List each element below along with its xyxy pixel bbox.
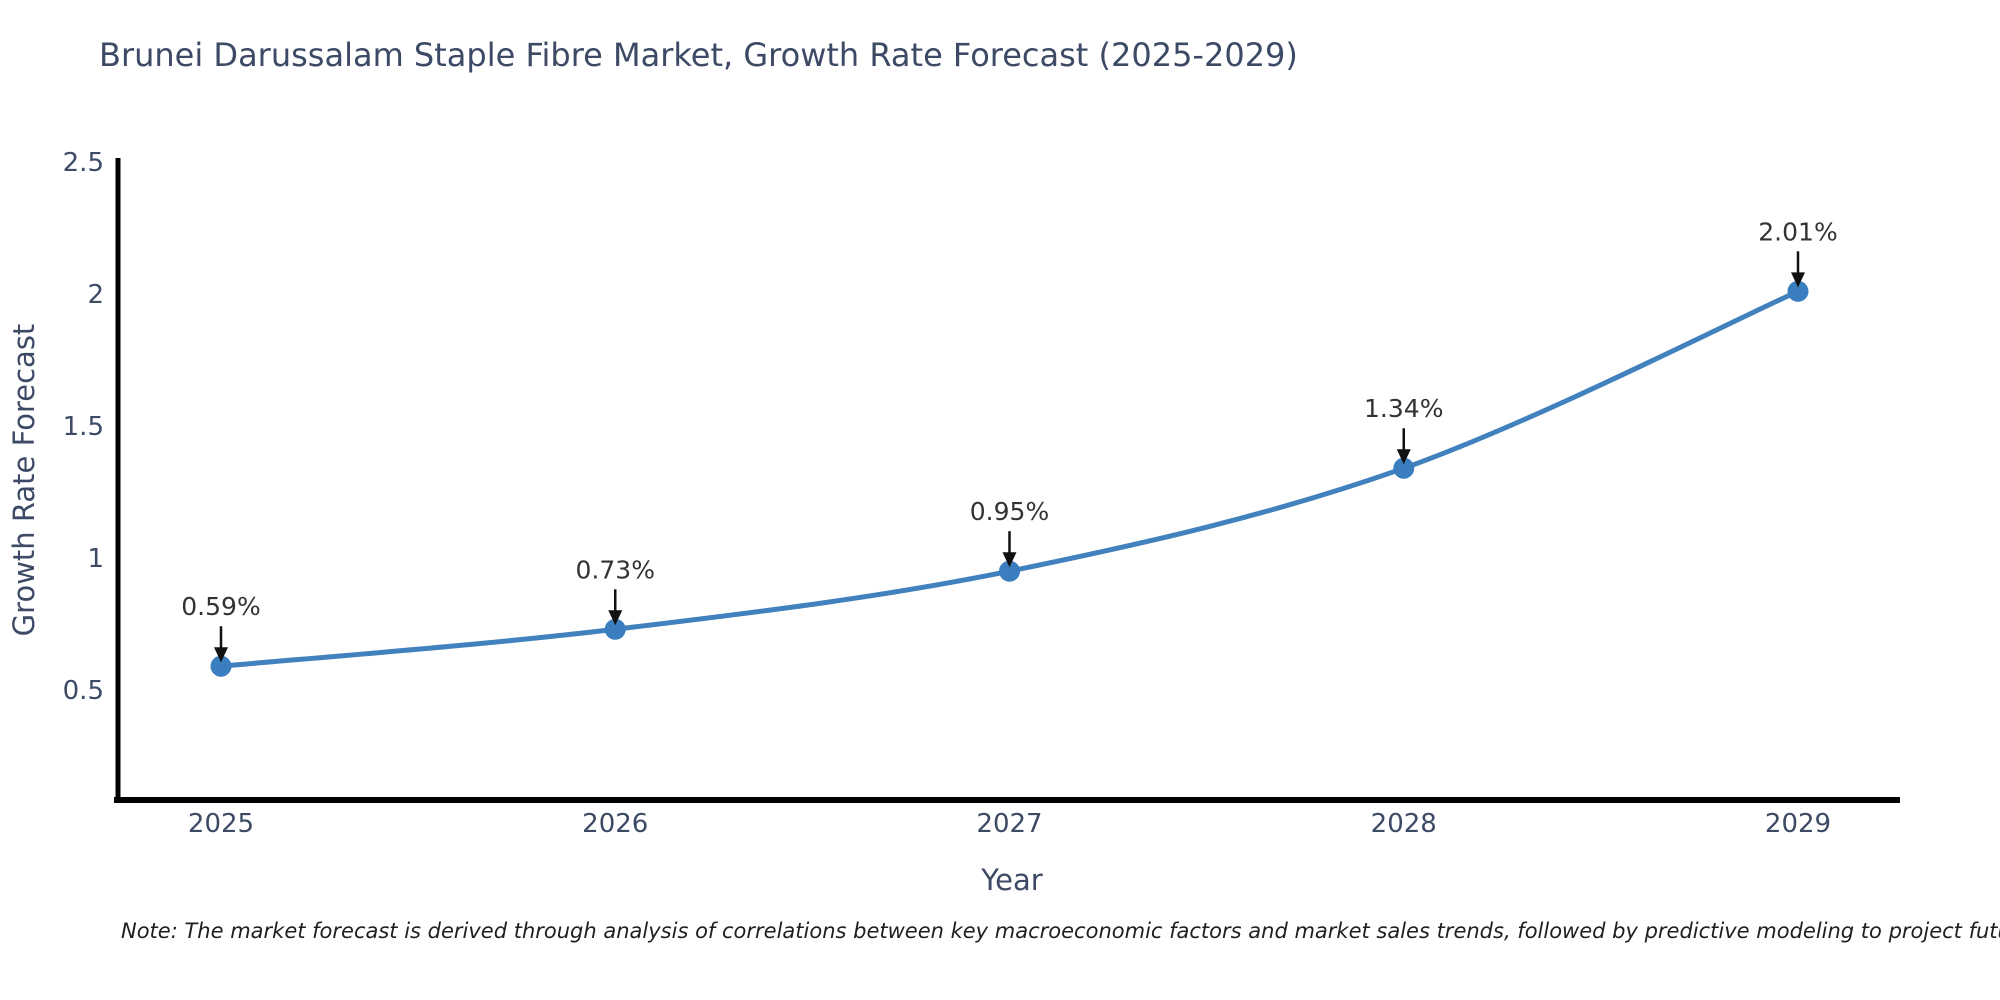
annotation-arrowhead-icon xyxy=(608,610,623,626)
data-point xyxy=(1393,457,1415,479)
data-point-markers xyxy=(210,280,1809,677)
y-tick-label: 2.5 xyxy=(63,148,104,178)
annotation-arrowhead-icon xyxy=(1002,552,1017,568)
y-tick-label: 1.5 xyxy=(63,412,104,442)
x-tick-label: 2028 xyxy=(1371,809,1437,839)
x-tick-label: 2027 xyxy=(976,809,1042,839)
data-point xyxy=(210,655,232,677)
data-label-annotations: 0.59% 0.73% 0.95% 1.34% 2.01% xyxy=(181,217,1838,663)
annotation-arrowhead-icon xyxy=(1791,272,1805,288)
annotation-arrowhead-icon xyxy=(1396,449,1411,465)
x-tick-label: 2026 xyxy=(582,809,648,839)
x-tick-label: 2025 xyxy=(188,809,254,839)
data-point-label: 0.73% xyxy=(576,555,655,584)
x-tick-label: 2029 xyxy=(1765,809,1831,839)
data-point xyxy=(1787,280,1809,302)
y-axis-title: Growth Rate Forecast xyxy=(7,324,41,637)
y-axis-tick-labels: 0.5 1 1.5 2 2.5 xyxy=(63,148,104,706)
data-point-label: 0.59% xyxy=(181,592,260,621)
x-axis-tick-labels: 2025 2026 2027 2028 2029 xyxy=(188,809,1831,839)
x-axis-title: Year xyxy=(980,863,1042,897)
data-point xyxy=(999,560,1020,582)
data-point-label: 0.95% xyxy=(970,497,1049,526)
annotation-arrowhead-icon xyxy=(214,647,228,663)
data-point-label: 2.01% xyxy=(1758,217,1837,246)
y-tick-label: 0.5 xyxy=(63,676,104,706)
data-point xyxy=(604,618,626,640)
data-point-label: 1.34% xyxy=(1364,394,1443,423)
growth-rate-line xyxy=(218,288,1801,669)
chart-title: Brunei Darussalam Staple Fibre Market, G… xyxy=(99,36,1298,74)
y-tick-label: 2 xyxy=(87,280,104,310)
footnote: Note: The market forecast is derived thr… xyxy=(121,919,2000,943)
y-tick-label: 1 xyxy=(87,544,104,574)
